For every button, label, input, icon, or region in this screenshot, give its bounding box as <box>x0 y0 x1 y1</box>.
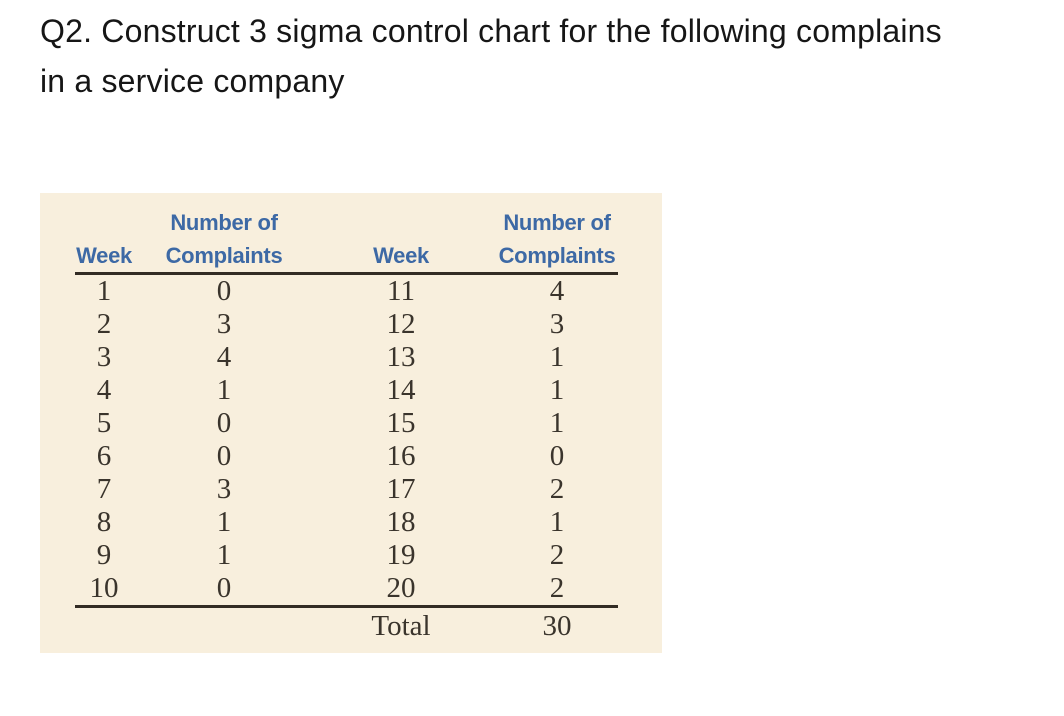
col-header-week-1-label: Week <box>76 243 132 268</box>
col-header-complaints-1: Number of Complaints <box>159 206 289 272</box>
table-cell: 1 <box>549 506 565 538</box>
table-row: 6 0 16 0 <box>40 440 662 473</box>
complaints-table-panel: Week Number of Complaints Week Number of… <box>40 193 662 653</box>
table-cell: 5 <box>96 407 112 439</box>
table-row: 9 1 19 2 <box>40 539 662 572</box>
table-cell: 0 <box>216 440 232 472</box>
table-cell: 1 <box>549 407 565 439</box>
table-cell: 2 <box>549 572 565 604</box>
table-cell: 6 <box>96 440 112 472</box>
table-cell: 1 <box>216 374 232 406</box>
col-header-week-2: Week <box>373 239 429 272</box>
question-title-line-1: Q2. Construct 3 sigma control chart for … <box>40 13 942 49</box>
total-value: 30 <box>542 610 572 642</box>
table-cell: 0 <box>216 275 232 307</box>
table-body: 1 0 11 4 2 3 12 3 3 4 13 1 4 1 14 1 5 0 15 1 6 0 16 0 7 3 17 2 8 1 18 1… <box>40 275 662 605</box>
table-cell: 1 <box>216 506 232 538</box>
table-cell: 9 <box>96 539 112 571</box>
table-cell: 2 <box>549 473 565 505</box>
table-cell: 18 <box>386 506 416 538</box>
table-total-row: Total 30 <box>40 608 662 644</box>
table-cell: 3 <box>96 341 112 373</box>
table-row: 3 4 13 1 <box>40 341 662 374</box>
table-cell: 12 <box>386 308 416 340</box>
table-row: 8 1 18 1 <box>40 506 662 539</box>
table-cell: 0 <box>216 407 232 439</box>
table-cell: 0 <box>549 440 565 472</box>
table-row: 7 3 17 2 <box>40 473 662 506</box>
table-cell: 14 <box>386 374 416 406</box>
col-header-week-1: Week <box>76 239 132 272</box>
table-header-rule <box>75 272 618 275</box>
table-cell: 11 <box>387 275 415 307</box>
table-cell: 19 <box>386 539 416 571</box>
col-header-complaints-1-label: Number of Complaints <box>165 210 283 268</box>
table-cell: 10 <box>89 572 119 604</box>
table-cell: 4 <box>216 341 232 373</box>
table-row: 2 3 12 3 <box>40 308 662 341</box>
table-cell: 3 <box>216 308 232 340</box>
table-row: 1 0 11 4 <box>40 275 662 308</box>
table-row: 4 1 14 1 <box>40 374 662 407</box>
table-cell: 2 <box>96 308 112 340</box>
table-cell: 3 <box>216 473 232 505</box>
table-cell: 7 <box>96 473 112 505</box>
table-row: 5 0 15 1 <box>40 407 662 440</box>
table-cell: 4 <box>96 374 112 406</box>
table-row: 10 0 20 2 <box>40 572 662 605</box>
table-cell: 20 <box>386 572 416 604</box>
table-cell: 2 <box>549 539 565 571</box>
table-cell: 0 <box>216 572 232 604</box>
table-cell: 3 <box>549 308 565 340</box>
table-cell: 17 <box>386 473 416 505</box>
table-cell: 1 <box>96 275 112 307</box>
col-header-week-2-label: Week <box>373 243 429 268</box>
question-title: Q2. Construct 3 sigma control chart for … <box>40 6 942 106</box>
table-cell: 1 <box>216 539 232 571</box>
table-cell: 1 <box>549 374 565 406</box>
question-title-line-2: in a service company <box>40 63 345 99</box>
col-header-complaints-2-label: Number of Complaints <box>498 210 616 268</box>
table-cell: 4 <box>549 275 565 307</box>
total-label: Total <box>371 610 431 642</box>
table-cell: 1 <box>549 341 565 373</box>
table-cell: 13 <box>386 341 416 373</box>
table-total-rule <box>75 605 618 608</box>
table-cell: 15 <box>386 407 416 439</box>
col-header-complaints-2: Number of Complaints <box>492 206 622 272</box>
table-cell: 16 <box>386 440 416 472</box>
table-cell: 8 <box>96 506 112 538</box>
